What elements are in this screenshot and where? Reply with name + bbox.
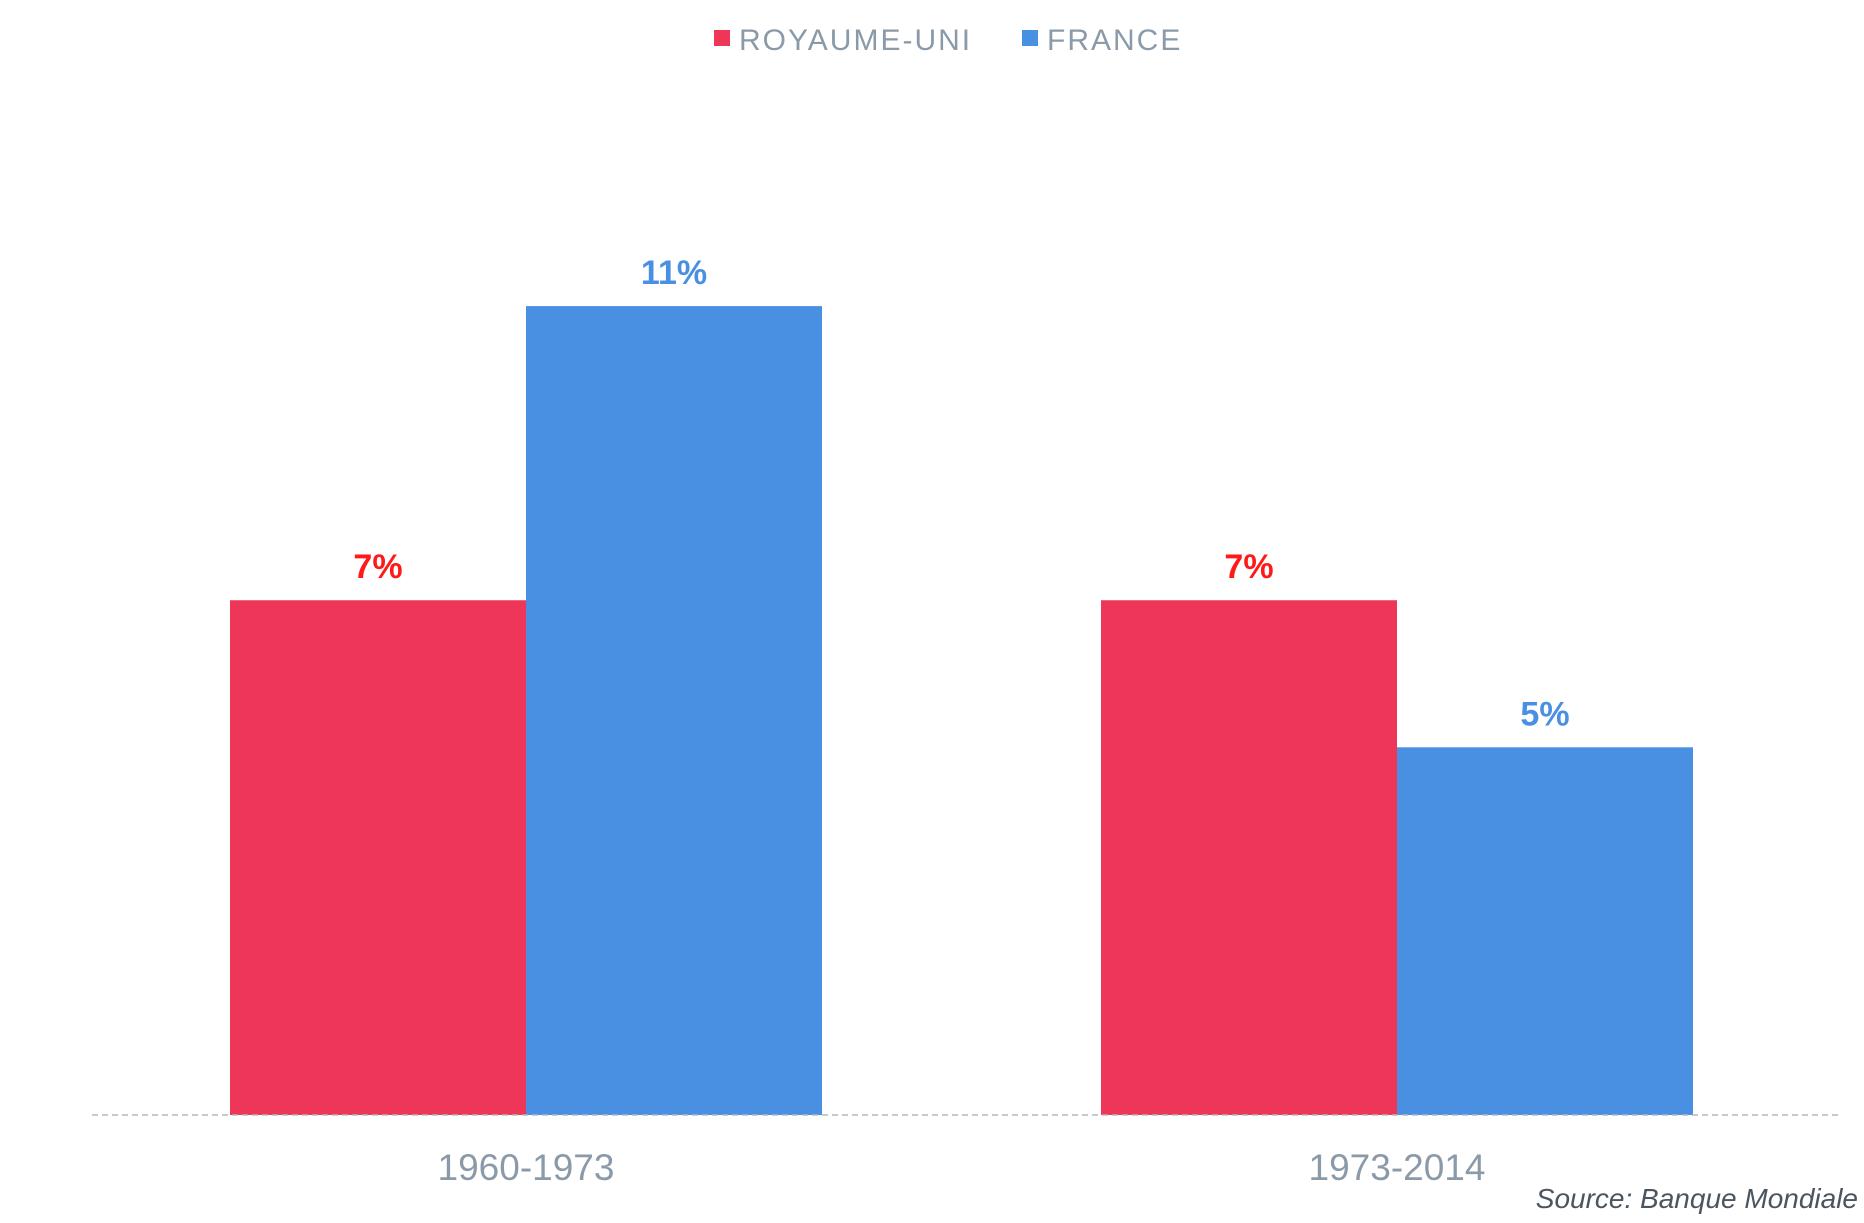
x-tick-label: 1973-2014 <box>1309 1147 1486 1188</box>
legend-swatch-royaume-uni <box>714 30 730 46</box>
legend: ROYAUME-UNI FRANCE <box>714 24 1182 57</box>
data-label: 11% <box>641 254 707 292</box>
legend-label-france: FRANCE <box>1047 24 1182 57</box>
legend-label-royaume-uni: ROYAUME-UNI <box>739 24 972 57</box>
data-label: 7% <box>1224 548 1273 586</box>
bars <box>230 306 1693 1116</box>
bar-royaume-uni-1960-1973 <box>230 600 526 1115</box>
bar-france-1973-2014 <box>1397 747 1693 1115</box>
data-label: 7% <box>353 548 402 586</box>
bar-france-1960-1973 <box>526 306 822 1116</box>
value-labels: 7% 11% 7% 5% <box>353 254 1569 733</box>
legend-swatch-france <box>1022 30 1038 46</box>
x-axis-tick-labels: 1960-1973 1973-2014 <box>438 1147 1486 1188</box>
data-label: 5% <box>1520 695 1569 733</box>
x-tick-label: 1960-1973 <box>438 1147 615 1188</box>
bar-royaume-uni-1973-2014 <box>1101 600 1397 1115</box>
source-note: Source: Banque Mondiale <box>1536 1183 1858 1214</box>
